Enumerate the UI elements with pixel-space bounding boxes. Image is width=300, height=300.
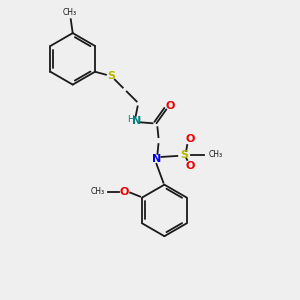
Text: H: H [127,115,134,124]
Text: N: N [132,116,141,126]
Text: O: O [185,134,195,144]
Text: CH₃: CH₃ [90,187,104,196]
Text: N: N [152,154,161,164]
Text: S: S [107,71,115,81]
Text: O: O [185,161,195,171]
Text: S: S [180,150,188,160]
Text: CH₃: CH₃ [209,151,223,160]
Text: O: O [166,101,175,111]
Text: CH₃: CH₃ [63,8,77,17]
Text: O: O [120,187,129,196]
